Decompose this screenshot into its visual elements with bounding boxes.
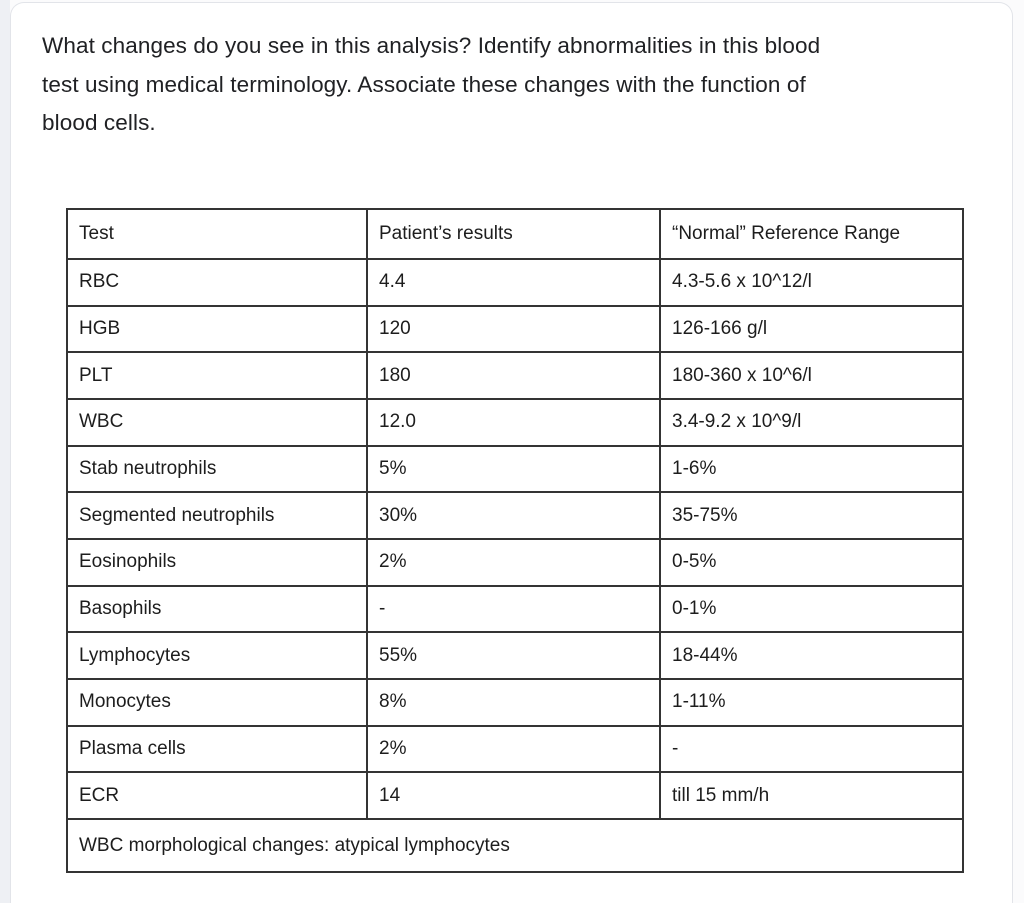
table-row: Lymphocytes 55% 18-44% [66,631,964,681]
reference-range-cell: 35-75% [659,491,964,541]
reference-range-cell: 180-360 x 10^6/l [659,351,964,401]
reference-range-cell: 1-6% [659,444,964,494]
patient-result-cell: 8% [366,678,661,727]
reference-range-cell: 0-5% [659,538,964,587]
reference-range-cell: till 15 mm/h [659,771,964,821]
question-card: What changes do you see in this analysis… [10,2,1013,903]
morphology-note-cell: WBC morphological changes: atypical lymp… [66,818,964,873]
test-name-cell: Basophils [66,584,368,634]
table-row: Stab neutrophils 5% 1-6% [66,444,964,494]
reference-range-cell: 0-1% [659,584,964,634]
test-name-cell: Lymphocytes [66,631,368,681]
question-line-1: What changes do you see in this analysis… [42,33,821,58]
table-row: RBC 4.4 4.3-5.6 x 10^12/l [66,258,964,307]
question-line-3: blood cells. [42,110,156,135]
test-name-cell: PLT [66,351,368,401]
blood-test-table: Test Patient’s results “Normal” Referenc… [66,208,964,873]
header-patient-results: Patient’s results [366,208,661,260]
table-row: Plasma cells 2% - [66,724,964,774]
patient-result-cell: - [366,584,661,634]
page-left-gutter [0,0,10,903]
patient-result-cell: 12.0 [366,398,661,447]
table-row: HGB 120 126-166 g/l [66,304,964,354]
test-name-cell: HGB [66,304,368,354]
table-row: ECR 14 till 15 mm/h [66,771,964,821]
patient-result-cell: 55% [366,631,661,681]
test-name-cell: Plasma cells [66,724,368,774]
patient-result-cell: 120 [366,304,661,354]
table-header-row: Test Patient’s results “Normal” Referenc… [66,208,964,260]
reference-range-cell: 3.4-9.2 x 10^9/l [659,398,964,447]
patient-result-cell: 14 [366,771,661,821]
patient-result-cell: 2% [366,538,661,587]
table-row: Basophils - 0-1% [66,584,964,634]
patient-result-cell: 180 [366,351,661,401]
test-name-cell: RBC [66,258,368,307]
reference-range-cell: 126-166 g/l [659,304,964,354]
header-reference-range: “Normal” Reference Range [659,208,964,260]
question-text: What changes do you see in this analysis… [42,27,820,143]
table-row: PLT 180 180-360 x 10^6/l [66,351,964,401]
reference-range-cell: - [659,724,964,774]
table-row: Monocytes 8% 1-11% [66,678,964,727]
patient-result-cell: 2% [366,724,661,774]
reference-range-cell: 1-11% [659,678,964,727]
patient-result-cell: 4.4 [366,258,661,307]
reference-range-cell: 18-44% [659,631,964,681]
reference-range-cell: 4.3-5.6 x 10^12/l [659,258,964,307]
patient-result-cell: 5% [366,444,661,494]
patient-result-cell: 30% [366,491,661,541]
table-row: WBC 12.0 3.4-9.2 x 10^9/l [66,398,964,447]
table-footer-row: WBC morphological changes: atypical lymp… [66,818,964,873]
table-row: Segmented neutrophils 30% 35-75% [66,491,964,541]
test-name-cell: Segmented neutrophils [66,491,368,541]
test-name-cell: ECR [66,771,368,821]
question-line-2: test using medical terminology. Associat… [42,71,806,97]
header-test: Test [66,208,368,260]
test-name-cell: Monocytes [66,678,368,727]
test-name-cell: WBC [66,398,368,447]
table-row: Eosinophils 2% 0-5% [66,538,964,587]
test-name-cell: Eosinophils [66,538,368,587]
test-name-cell: Stab neutrophils [66,444,368,494]
